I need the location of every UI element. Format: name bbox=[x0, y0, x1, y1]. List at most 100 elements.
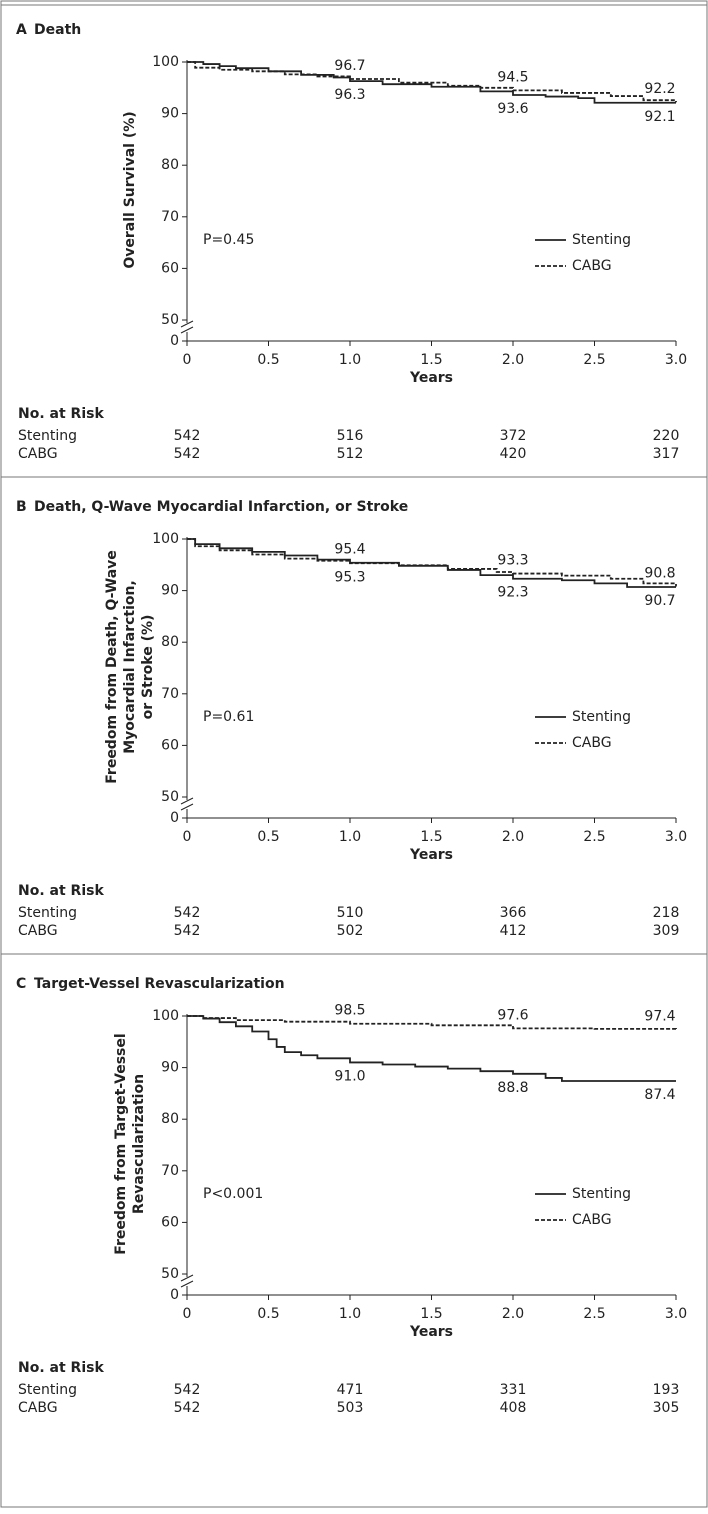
survival-curve bbox=[187, 1015, 677, 1030]
y-tick-label: 0 bbox=[170, 333, 179, 349]
estimate-label: 98.5 bbox=[334, 1003, 365, 1019]
legend-label: CABG bbox=[572, 735, 612, 751]
p-value: P<0.001 bbox=[203, 1186, 263, 1202]
estimate-label: 95.4 bbox=[334, 542, 365, 558]
x-tick-label: 2.0 bbox=[502, 1306, 524, 1322]
panel: B Death, Q-Wave Myocardial Infarction, or… bbox=[16, 499, 687, 939]
risk-count: 420 bbox=[500, 446, 527, 462]
legend-label: Stenting bbox=[572, 1186, 631, 1202]
panel: C Target-Vessel Revascularization Freedom … bbox=[16, 976, 687, 1416]
risk-table-title: No. at Risk bbox=[18, 1360, 104, 1376]
x-axis-label: Years bbox=[409, 1324, 453, 1340]
x-tick-label: 2.0 bbox=[502, 829, 524, 845]
risk-row-name: Stenting bbox=[18, 428, 77, 444]
axis-break bbox=[180, 803, 194, 811]
p-value: P=0.45 bbox=[203, 232, 254, 248]
y-axis-label: Myocardial Infarction, bbox=[122, 580, 138, 754]
risk-count: 317 bbox=[653, 446, 680, 462]
risk-count: 542 bbox=[174, 1382, 201, 1398]
y-tick-label: 100 bbox=[152, 54, 179, 70]
y-tick-label: 0 bbox=[170, 1287, 179, 1303]
x-axis-label: Years bbox=[409, 370, 453, 386]
risk-count: 542 bbox=[174, 923, 201, 939]
survival-curve bbox=[187, 61, 677, 103]
estimate-label: 93.3 bbox=[497, 553, 528, 569]
x-axis-label: Years bbox=[409, 847, 453, 863]
x-tick-label: 0 bbox=[183, 352, 192, 368]
x-tick-label: 1.5 bbox=[420, 829, 442, 845]
x-tick-label: 2.0 bbox=[502, 352, 524, 368]
estimate-label: 97.4 bbox=[644, 1008, 675, 1024]
x-tick-label: 1.0 bbox=[339, 829, 361, 845]
risk-count: 218 bbox=[653, 905, 680, 921]
risk-count: 372 bbox=[500, 428, 527, 444]
risk-table-title: No. at Risk bbox=[18, 406, 104, 422]
y-tick-label: 50 bbox=[161, 1266, 179, 1282]
estimate-label: 97.6 bbox=[497, 1007, 528, 1023]
y-tick-label: 90 bbox=[161, 106, 179, 122]
panel-title: Target-Vessel Revascularization bbox=[34, 976, 285, 992]
panel-letter: A bbox=[16, 22, 27, 38]
risk-count: 503 bbox=[337, 1400, 364, 1416]
risk-row-name: CABG bbox=[18, 1400, 58, 1416]
risk-count: 510 bbox=[337, 905, 364, 921]
estimate-label: 92.3 bbox=[497, 585, 528, 601]
survival-curve bbox=[187, 538, 676, 588]
y-tick-label: 0 bbox=[170, 810, 179, 826]
risk-count: 542 bbox=[174, 905, 201, 921]
risk-count: 502 bbox=[337, 923, 364, 939]
panel-letter: C bbox=[16, 976, 26, 992]
y-tick-label: 50 bbox=[161, 312, 179, 328]
p-value: P=0.61 bbox=[203, 709, 254, 725]
survival-curve bbox=[187, 1015, 676, 1082]
risk-count: 366 bbox=[500, 905, 527, 921]
estimate-label: 96.3 bbox=[334, 87, 365, 103]
y-tick-label: 70 bbox=[161, 209, 179, 225]
y-tick-label: 90 bbox=[161, 583, 179, 599]
risk-count: 512 bbox=[337, 446, 364, 462]
risk-table-title: No. at Risk bbox=[18, 883, 104, 899]
y-tick-label: 90 bbox=[161, 1060, 179, 1076]
y-tick-label: 80 bbox=[161, 1111, 179, 1127]
x-tick-label: 3.0 bbox=[665, 829, 687, 845]
axis-break bbox=[180, 326, 194, 334]
legend-label: Stenting bbox=[572, 232, 631, 248]
panel-title: Death, Q-Wave Myocardial Infarction, or … bbox=[34, 499, 408, 515]
estimate-label: 94.5 bbox=[497, 69, 528, 85]
risk-row-name: Stenting bbox=[18, 1382, 77, 1398]
risk-count: 516 bbox=[337, 428, 364, 444]
x-tick-label: 1.5 bbox=[420, 1306, 442, 1322]
legend-label: Stenting bbox=[572, 709, 631, 725]
risk-row-name: CABG bbox=[18, 446, 58, 462]
risk-count: 412 bbox=[500, 923, 527, 939]
risk-row-name: Stenting bbox=[18, 905, 77, 921]
x-tick-label: 3.0 bbox=[665, 1306, 687, 1322]
estimate-label: 93.6 bbox=[497, 101, 528, 117]
y-tick-label: 100 bbox=[152, 531, 179, 547]
x-tick-label: 0.5 bbox=[257, 1306, 279, 1322]
x-tick-label: 0.5 bbox=[257, 829, 279, 845]
x-tick-label: 3.0 bbox=[665, 352, 687, 368]
y-axis-label: or Stroke (%) bbox=[140, 615, 156, 720]
panel-title: Death bbox=[34, 22, 81, 38]
y-tick-label: 70 bbox=[161, 1163, 179, 1179]
y-tick-label: 60 bbox=[161, 737, 179, 753]
risk-count: 542 bbox=[174, 446, 201, 462]
x-tick-label: 2.5 bbox=[583, 1306, 605, 1322]
estimate-label: 96.7 bbox=[334, 58, 365, 74]
risk-count: 471 bbox=[337, 1382, 364, 1398]
y-axis-label: Freedom from Target-Vessel bbox=[113, 1033, 129, 1254]
axis-break bbox=[180, 797, 194, 805]
y-tick-label: 100 bbox=[152, 1008, 179, 1024]
x-tick-label: 1.0 bbox=[339, 1306, 361, 1322]
estimate-label: 92.2 bbox=[644, 81, 675, 97]
legend-label: CABG bbox=[572, 1212, 612, 1228]
risk-count: 309 bbox=[653, 923, 680, 939]
panel-letter: B bbox=[16, 499, 27, 515]
x-tick-label: 2.5 bbox=[583, 352, 605, 368]
x-tick-label: 0 bbox=[183, 1306, 192, 1322]
estimate-label: 92.1 bbox=[644, 109, 675, 125]
